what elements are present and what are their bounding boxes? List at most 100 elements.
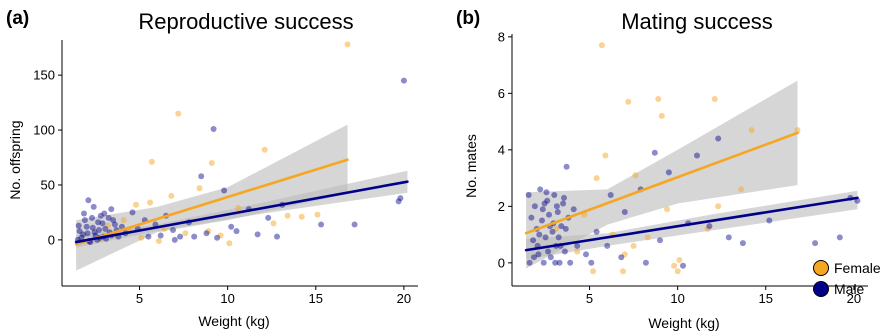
panel-b-point-male [528,214,535,221]
panel-a-point-male [96,227,102,233]
panel-a-point-female [205,228,212,235]
panel-a-point-male [83,223,90,230]
panel-a-y-axis-label: No. offspring [7,120,23,199]
legend: Female Male [813,260,881,297]
panel-b-point-male [551,192,558,198]
panel-b-point-male [525,192,532,198]
panel-b-point-male [543,189,550,196]
panel-b-point-male [607,192,614,198]
panel-a-point-male [221,187,228,194]
panel-b-title: Mating success [621,9,773,34]
panel-b-point-female [620,268,626,275]
panel-b-x-axis-label: Weight (kg) [648,315,719,331]
panel-a-point-male [191,233,198,240]
legend-label-male: Male [834,281,865,297]
panel-b-point-male [544,197,551,204]
panel-a-y-tick-label: 150 [33,68,55,83]
panel-b-point-male [583,251,589,258]
panel-a-point-male [110,217,117,224]
panel-a-point-male [80,231,87,238]
panel-a-point-male [274,233,280,240]
panel-a-ci-band-female [76,124,348,271]
panel-b-y-tick-label: 4 [498,142,505,157]
panel-a-point-female [344,41,351,48]
panel-a-point-male [395,198,402,205]
panel-b-trend-line-female [524,131,799,235]
panel-b-point-male [531,203,538,210]
panel-a-title: Reproductive success [138,9,353,34]
panel-b-point-male [554,209,561,215]
panel-a-trend-line-male [74,180,409,244]
panel-a-point-female [168,192,175,199]
panel-b-x-tick-label: 10 [670,291,684,306]
panel-b-point-female [602,152,609,159]
panel-b-point-male [621,209,628,215]
panel-a-y-tick-label: 0 [48,232,55,247]
panel-b-point-female [711,96,718,102]
panel-b-point-male [556,259,563,266]
panel-a-plot-area [74,41,409,271]
panel-a-point-female [196,185,203,192]
panel-a-point-male [89,214,95,221]
legend-label-female: Female [834,260,881,276]
panel-b-point-male [593,228,600,235]
panel-b-point-male [542,234,549,241]
panel-a-point-male [318,221,325,228]
panel-b-point-male [567,259,574,266]
panel-a-point-female [298,213,305,220]
panel-b-point-male [588,259,595,266]
panel-b-point-female [676,257,683,263]
panel-a-point-male [101,210,108,217]
panel-a-point-female [314,211,321,218]
panel-b-point-female [738,186,745,193]
panel-b-label: (b) [456,8,480,29]
panel-b-point-male [574,242,581,249]
panel-b-point-male [540,259,547,266]
panel-a-trend-line-female [74,158,349,246]
panel-b-point-female [644,234,651,241]
panel-a-point-female [133,201,139,208]
panel-b-trend-line-male [524,196,859,252]
panel-b-point-male [547,254,554,261]
panel-b-point-male [836,234,843,241]
panel-a-point-female [182,230,189,237]
panel-a-point-female [270,220,277,227]
panel-a-x-tick-label: 5 [136,291,143,306]
panel-a-point-male [145,233,152,240]
panel-a-point-male [85,197,92,204]
panel-b-point-male [642,259,649,266]
panel-a-point-female [138,234,145,241]
panel-b-point-female [632,172,639,179]
panel-a-point-male [99,220,106,227]
panel-b-point-female [794,127,801,134]
panel-a-point-male [171,236,178,243]
panel-a-point-female [148,158,155,165]
panel-a-point-female [155,238,162,244]
panel-b-point-female [590,268,597,275]
panel-b-point-male [812,240,819,247]
panel-a-point-female [261,146,268,153]
panel-a-x-axis-label: Weight (kg) [198,313,269,329]
panel-a-point-male [97,212,104,219]
panel-b-point-male [558,223,565,230]
panel-a-point-male [84,230,91,237]
panel-b-point-female [574,248,581,255]
panel-b-point-male [536,231,543,238]
panel-reproductive-success: (a) Reproductive success No. offspring W… [6,8,418,329]
panel-b-point-female [658,112,665,119]
panel-b-point-female [625,98,632,105]
panel-a-point-male [108,206,115,213]
panel-b-point-male [651,149,658,156]
panel-a-point-male [89,224,96,231]
panel-b-point-female [593,175,600,182]
panel-a-point-male [177,233,184,240]
panel-b-x-tick-label: 5 [586,291,593,306]
panel-b-point-male [531,254,537,261]
panel-a-point-male [203,230,210,237]
panel-a-point-male [198,173,205,180]
panel-b-point-male [680,262,686,269]
panel-b-point-male [739,240,746,247]
panel-a-point-male [254,231,261,238]
panel-a-point-female [104,222,111,229]
